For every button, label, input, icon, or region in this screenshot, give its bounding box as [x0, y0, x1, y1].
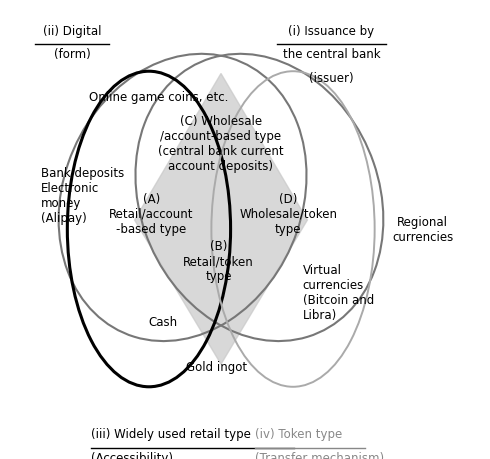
Text: (Accessibility): (Accessibility): [91, 451, 173, 459]
Text: (A)
Retail/account
-based type: (A) Retail/account -based type: [109, 192, 194, 235]
Text: (iii) Widely used retail type: (iii) Widely used retail type: [91, 427, 251, 440]
Text: Gold ingot: Gold ingot: [186, 360, 247, 373]
Text: (B)
Retail/token
type: (B) Retail/token type: [183, 240, 254, 282]
Text: Online game coins, etc.: Online game coins, etc.: [89, 90, 228, 103]
Text: (C) Wholesale
/account-based type
(central bank current
account deposits): (C) Wholesale /account-based type (centr…: [158, 115, 284, 173]
Text: (form): (form): [54, 48, 91, 61]
Text: the central bank: the central bank: [283, 48, 380, 61]
Text: (D)
Wholesale/token
type: (D) Wholesale/token type: [239, 192, 337, 235]
Text: (issuer): (issuer): [309, 72, 354, 84]
Text: (Transfer mechanism): (Transfer mechanism): [255, 451, 384, 459]
Text: (i) Issuance by: (i) Issuance by: [289, 25, 374, 38]
Text: Regional
currencies: Regional currencies: [392, 216, 453, 243]
Text: (iv) Token type: (iv) Token type: [255, 427, 342, 440]
Polygon shape: [135, 74, 307, 364]
Text: (ii) Digital: (ii) Digital: [43, 25, 101, 38]
Text: Cash: Cash: [149, 315, 178, 328]
Text: Virtual
currencies
(Bitcoin and
Libra): Virtual currencies (Bitcoin and Libra): [303, 263, 374, 321]
Text: Bank deposits
Electronic
money
(Alipay): Bank deposits Electronic money (Alipay): [41, 167, 124, 225]
